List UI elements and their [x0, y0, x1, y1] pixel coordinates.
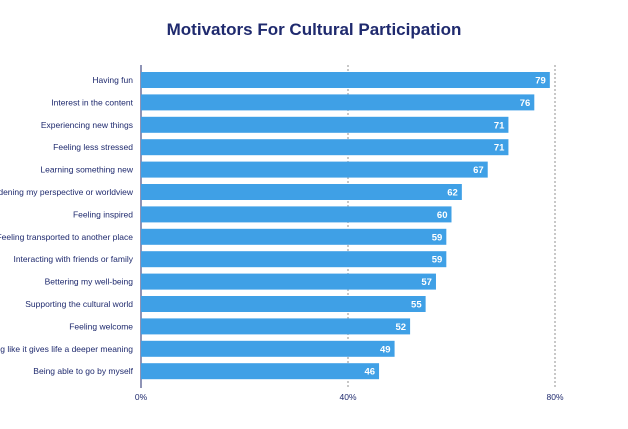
bar: [141, 228, 447, 245]
category-label: Feeling less stressed: [53, 142, 133, 152]
value-label: 46: [364, 367, 375, 378]
bar: [141, 340, 395, 357]
category-label: Supporting the cultural world: [25, 299, 133, 309]
value-label: 71: [494, 143, 505, 154]
bar: [141, 94, 535, 111]
bar: [141, 251, 447, 268]
category-label: Feeling welcome: [69, 321, 133, 331]
category-label: Bettering my well-being: [45, 277, 134, 287]
category-label: Interest in the content: [51, 97, 133, 107]
bar: [141, 206, 452, 223]
category-label: Feeling transported to another place: [0, 232, 133, 242]
value-label: 62: [447, 188, 458, 199]
bar: [141, 116, 509, 133]
category-label: Being able to go by myself: [33, 366, 133, 376]
value-label: 76: [520, 98, 531, 109]
value-label: 71: [494, 120, 505, 131]
tick-label: 80%: [546, 392, 563, 402]
category-label: Feeling inspired: [73, 209, 133, 219]
value-label: 60: [437, 210, 448, 221]
value-label: 49: [380, 344, 391, 355]
bar: [141, 184, 462, 200]
value-label: 79: [535, 76, 546, 87]
category-label: Experiencing new things: [41, 120, 133, 130]
bar: [141, 139, 509, 156]
category-label: Learning something new: [40, 165, 133, 175]
tick-label: 40%: [339, 392, 356, 402]
category-label: Having fun: [92, 75, 133, 85]
bar: [141, 273, 436, 290]
value-label: 59: [432, 255, 443, 266]
bar: [141, 296, 426, 312]
category-label: Feeling like it gives life a deeper mean…: [0, 344, 133, 354]
bar: [141, 363, 380, 380]
value-label: 55: [411, 300, 422, 311]
bar: [141, 72, 550, 88]
bar: [141, 318, 411, 335]
category-label: Interacting with friends or family: [13, 254, 133, 264]
value-label: 67: [473, 165, 484, 176]
value-label: 57: [421, 277, 432, 288]
tick-label: 0%: [135, 392, 148, 402]
value-label: 59: [432, 232, 443, 243]
category-label: Broadening my perspective or worldview: [0, 187, 134, 197]
chart-title: Motivators For Cultural Participation: [166, 20, 462, 39]
value-label: 52: [396, 322, 407, 333]
bar: [141, 161, 488, 178]
